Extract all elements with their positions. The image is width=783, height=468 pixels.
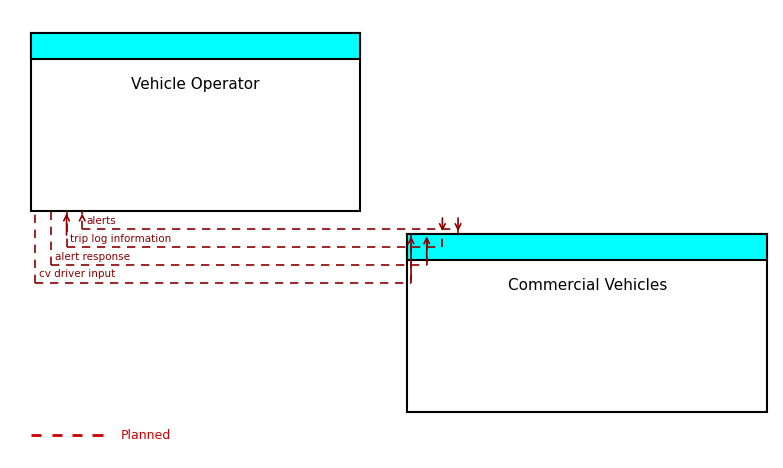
- FancyBboxPatch shape: [407, 234, 767, 260]
- Text: alerts: alerts: [86, 216, 116, 226]
- Text: cv driver input: cv driver input: [39, 270, 115, 279]
- Text: Commercial Vehicles: Commercial Vehicles: [507, 278, 667, 293]
- Text: Vehicle Operator: Vehicle Operator: [132, 77, 260, 92]
- FancyBboxPatch shape: [31, 33, 360, 58]
- Text: trip log information: trip log information: [70, 234, 171, 244]
- FancyBboxPatch shape: [407, 234, 767, 412]
- Text: Planned: Planned: [121, 429, 171, 442]
- FancyBboxPatch shape: [31, 33, 360, 211]
- Text: alert response: alert response: [55, 252, 130, 262]
